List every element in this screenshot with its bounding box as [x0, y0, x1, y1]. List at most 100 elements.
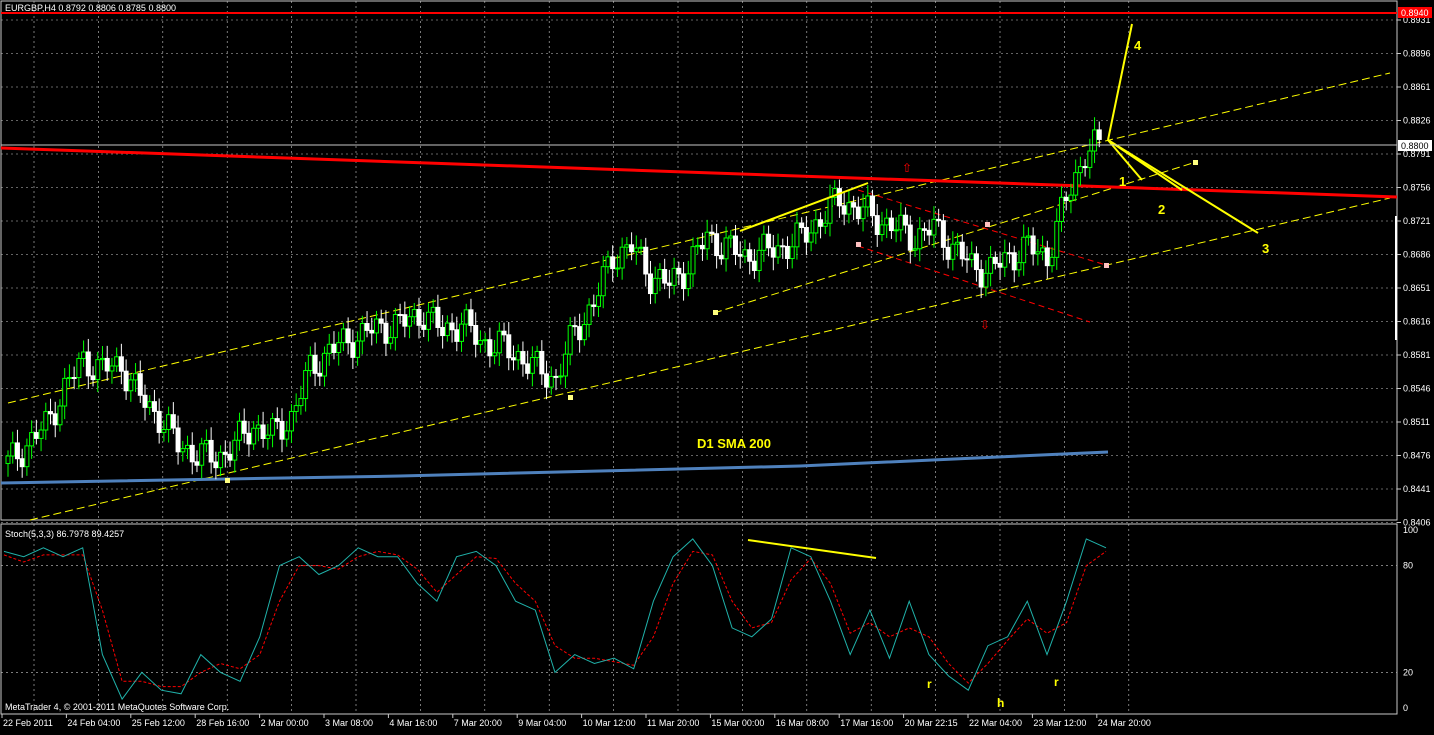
- candle-body: [997, 262, 1003, 268]
- candle-body: [544, 373, 550, 388]
- wave-2-label: 2: [1158, 202, 1165, 217]
- candle-body: [1096, 129, 1102, 140]
- candle-body: [270, 418, 276, 436]
- candle-body: [1054, 220, 1060, 258]
- candle-body: [43, 411, 49, 431]
- candle-body: [832, 188, 838, 198]
- candle-body: [751, 260, 757, 271]
- candle-body: [1073, 172, 1079, 196]
- candle-body: [855, 206, 861, 220]
- candle-body: [822, 222, 828, 227]
- candle-body: [402, 314, 408, 327]
- divergence-line-stoch[interactable]: [747, 539, 877, 559]
- x-tick-label: 2 Mar 00:00: [261, 718, 309, 728]
- candle-body: [936, 218, 942, 222]
- candle-body: [562, 353, 568, 377]
- candle-body: [255, 424, 261, 429]
- channel-anchor[interactable]: [225, 478, 230, 483]
- candle-body: [685, 273, 691, 290]
- candle-body: [510, 357, 516, 361]
- candle-body: [331, 343, 337, 353]
- osc-r2-label: r: [1054, 675, 1059, 689]
- red-trendline[interactable]: [0, 146, 1398, 199]
- candle-body: [492, 352, 498, 357]
- channel-upper-line[interactable]: [7, 72, 1391, 404]
- candle-body: [912, 248, 918, 251]
- y-tick-label: 0.8791: [1403, 149, 1431, 159]
- candle-body: [1082, 166, 1088, 169]
- candle-body: [903, 214, 909, 226]
- red-channel-lower[interactable]: [857, 245, 1091, 323]
- time-axis[interactable]: 22 Feb 2011 24 Feb 04:00 25 Feb 12:00 28 Fe…: [1, 714, 1151, 728]
- price-axis[interactable]: 0.8931 0.8896 0.8861 0.8826 0.8791 0.8756 0.87…: [1397, 15, 1431, 528]
- sma-200-line[interactable]: [0, 450, 1109, 485]
- y-tick-label: 0.8721: [1403, 216, 1431, 226]
- candle-body: [836, 188, 842, 207]
- candle-body: [931, 218, 937, 236]
- channel-anchor[interactable]: [856, 242, 861, 247]
- candle-body: [265, 434, 271, 440]
- x-tick-label: 11 Mar 20:00: [647, 718, 699, 728]
- wave-lines[interactable]: [225, 23, 1259, 483]
- channel-anchor[interactable]: [985, 222, 990, 227]
- candle-body: [520, 351, 526, 365]
- red-level-tag-text: 0.8940: [1401, 8, 1429, 18]
- channel-lower-line[interactable]: [29, 197, 1391, 521]
- red-channel-upper[interactable]: [857, 189, 1107, 266]
- channel-anchor[interactable]: [568, 395, 573, 400]
- y-tick-label: 0.8616: [1403, 317, 1431, 327]
- candle-body: [808, 232, 814, 243]
- candle-body: [48, 411, 54, 415]
- candle-body: [133, 373, 139, 381]
- candle-body: [142, 394, 148, 408]
- x-tick-label: 3 Mar 08:00: [325, 718, 373, 728]
- candle-body: [99, 357, 105, 361]
- channel-anchor[interactable]: [1104, 263, 1109, 268]
- candle-body: [614, 267, 620, 270]
- candle-body: [737, 253, 743, 257]
- candle-body: [515, 351, 521, 361]
- candle-body: [529, 356, 535, 374]
- candle-body: [147, 401, 153, 408]
- red-level-tag: [1398, 7, 1432, 18]
- candle-body: [33, 432, 39, 439]
- candle-body: [1040, 247, 1046, 253]
- x-tick-label: 10 Mar 12:00: [583, 718, 636, 728]
- channel-anchor[interactable]: [713, 310, 718, 315]
- wave-1-line[interactable]: [1107, 139, 1143, 181]
- candle-body: [435, 306, 441, 328]
- candle-body: [430, 306, 436, 313]
- stoch-signal-line[interactable]: [3, 550, 1107, 688]
- y-tick-label: 0.8686: [1403, 250, 1431, 260]
- candle-body: [137, 373, 143, 396]
- candle-body: [364, 323, 370, 331]
- candle-body: [1063, 196, 1069, 201]
- candle-body: [973, 253, 979, 271]
- osc-tick-label: 80: [1403, 561, 1413, 571]
- divergence-line-price[interactable]: [739, 182, 869, 232]
- fractal-up-icon: ⇧: [902, 161, 912, 175]
- candle-body: [194, 461, 200, 466]
- candle-body: [85, 351, 91, 377]
- candle-body: [657, 269, 663, 279]
- candle-body: [166, 414, 172, 431]
- candle-body: [964, 258, 970, 261]
- candle-body: [704, 231, 710, 250]
- stoch-main-line[interactable]: [3, 538, 1107, 701]
- candle-body: [586, 304, 592, 325]
- candle-body: [19, 458, 25, 468]
- candle-body: [506, 334, 512, 359]
- candle-body: [482, 339, 488, 342]
- candle-body: [926, 229, 932, 236]
- channel-anchor[interactable]: [1193, 160, 1198, 165]
- candle-body: [303, 370, 309, 400]
- y-tick-label: 0.8511: [1403, 417, 1430, 427]
- candle-body: [161, 429, 167, 433]
- candle-body: [170, 414, 176, 429]
- candle-body: [222, 451, 228, 455]
- wave-3-line[interactable]: [1107, 139, 1259, 234]
- candle-body: [596, 295, 602, 307]
- wave-4-line[interactable]: [1107, 23, 1133, 141]
